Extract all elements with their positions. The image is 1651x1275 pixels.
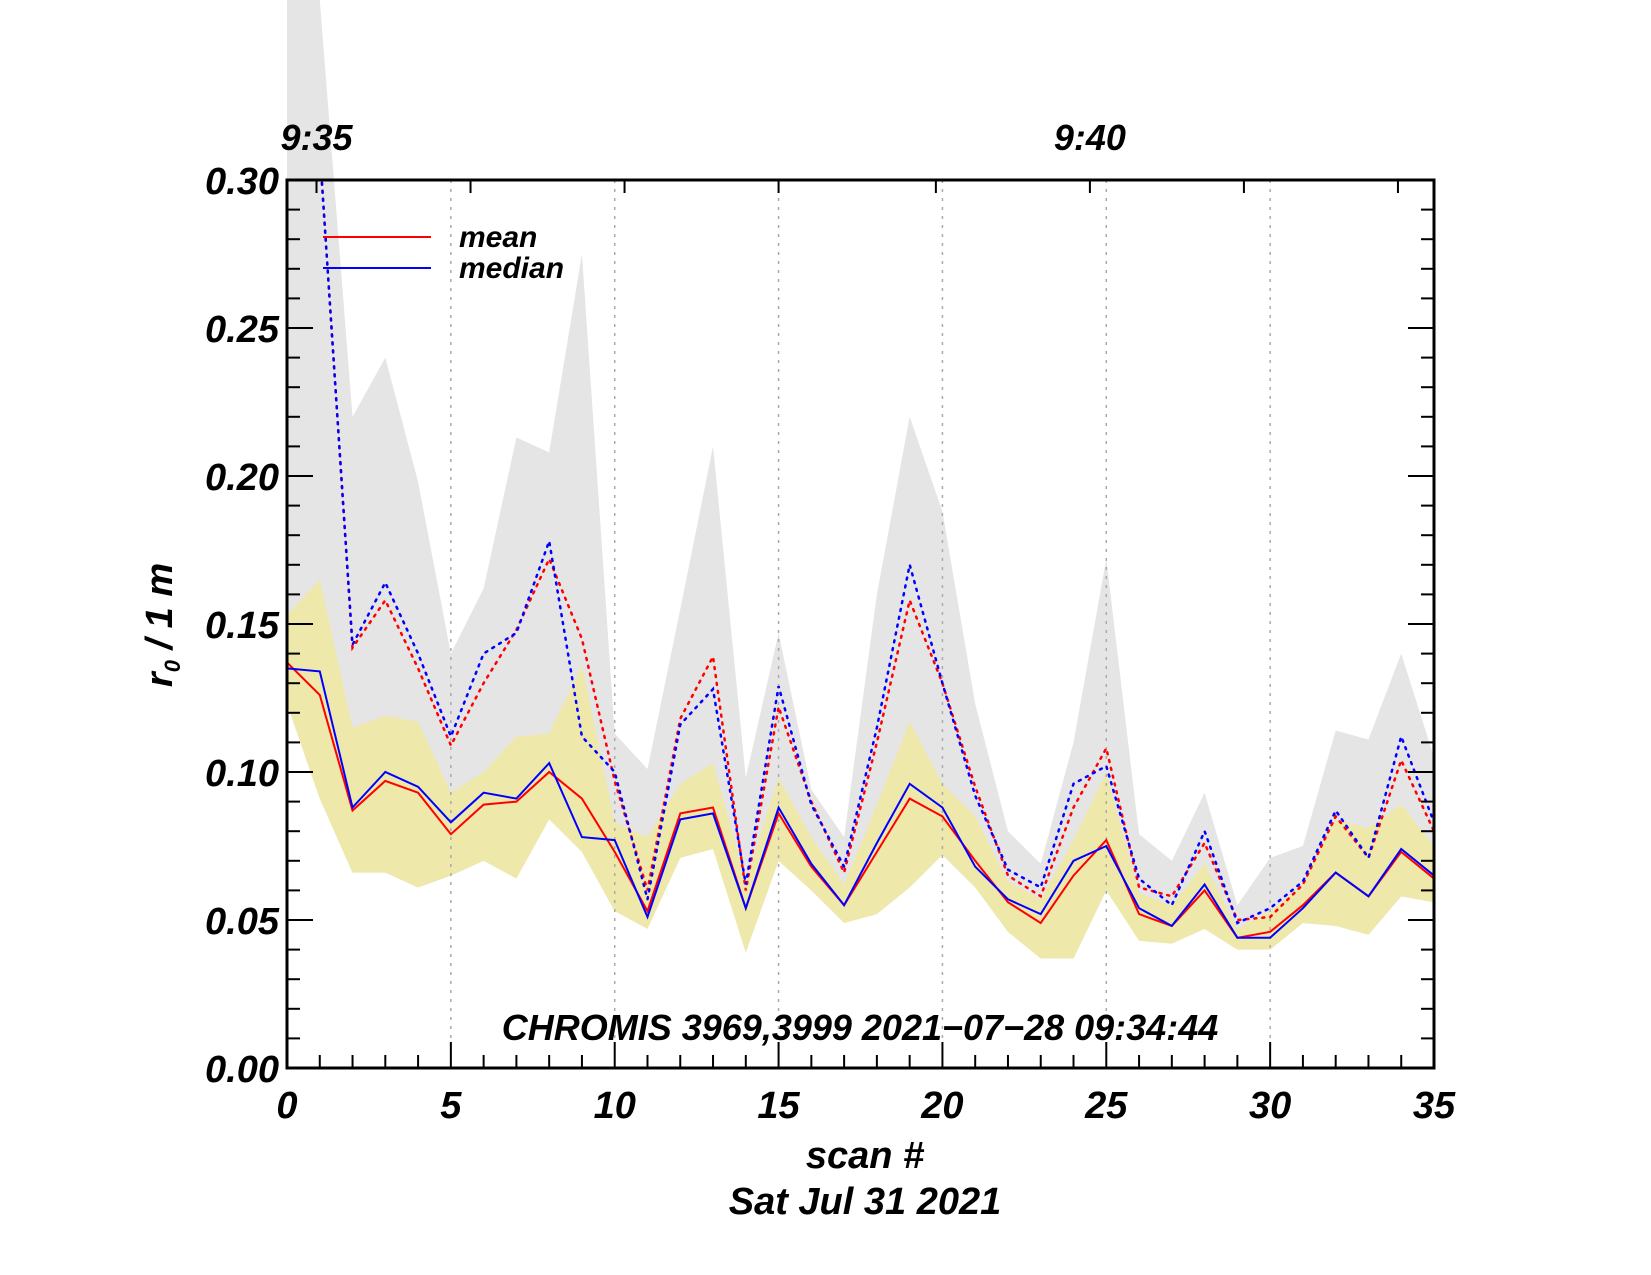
axes-layer: 0 5 10 15 20 25 30 35 0.00 0.05 0.10 0.15 0.20 0.25 0.… — [205, 117, 1456, 1127]
x-tick-label: 10 — [594, 1085, 636, 1127]
y-axis-label: r0 / 1 m — [139, 563, 185, 687]
x-tick-label: 15 — [757, 1085, 800, 1127]
y-tick-label: 0.00 — [205, 1049, 279, 1091]
y-tick-label: 0.25 — [205, 309, 280, 351]
y-axis-label-sub: 0 — [160, 659, 185, 672]
band-std-range — [287, 579, 1434, 959]
x-axis-label: scan # — [806, 1135, 925, 1177]
legend-label-median: median — [459, 252, 564, 285]
y-tick-label: 0.10 — [205, 753, 279, 795]
legend: mean median — [323, 221, 564, 285]
y-tick-label: 0.15 — [205, 605, 280, 647]
y-axis-label-r: r — [139, 670, 181, 687]
y-axis-label-rest: / 1 m — [139, 563, 181, 660]
x-tick-label: 25 — [1084, 1085, 1128, 1127]
annotation-text: CHROMIS 3969,3999 2021−07−28 09:34:44 — [502, 1007, 1219, 1048]
y-tick-label: 0.30 — [205, 161, 279, 203]
y-tick-label: 0.05 — [205, 901, 280, 943]
top-axis-time-label: 9:35 — [280, 117, 353, 158]
x-tick-label: 0 — [276, 1085, 297, 1127]
x-tick-label: 35 — [1413, 1085, 1456, 1127]
series-line-median-upper — [320, 180, 1434, 925]
series-line-median — [287, 667, 1434, 939]
grid-layer — [450, 180, 1271, 1068]
x-tick-label: 20 — [920, 1085, 963, 1127]
x-tick-label: 30 — [1249, 1085, 1291, 1127]
bands-layer — [287, 0, 1434, 959]
legend-label-mean: mean — [459, 221, 537, 254]
series-layer — [287, 180, 1434, 939]
top-axis-time-label: 9:40 — [1054, 117, 1126, 158]
x-axis-date-label: Sat Jul 31 2021 — [729, 1181, 1002, 1223]
y-tick-label: 0.20 — [205, 457, 279, 499]
x-tick-label: 5 — [440, 1085, 462, 1127]
series-line-mean-upper — [320, 180, 1434, 922]
